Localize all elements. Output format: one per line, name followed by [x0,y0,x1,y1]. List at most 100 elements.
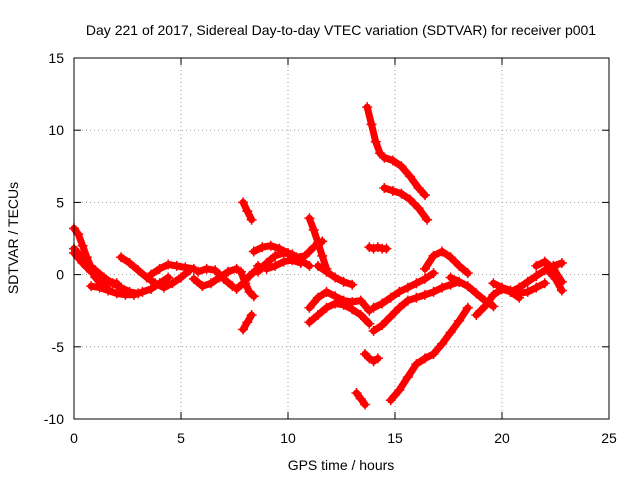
data-point [355,310,366,321]
data-point [330,298,341,309]
data-point [167,278,178,289]
data-point [372,242,383,253]
y-tick-label: 10 [48,122,64,138]
data-point [505,286,516,297]
data-point [242,317,253,328]
data-point [556,285,567,296]
x-tick-label: 20 [494,430,510,446]
data-point [304,317,315,328]
data-point [124,258,135,269]
data-point [360,399,371,410]
data-point [231,284,242,295]
data-point [413,182,424,193]
data-point [402,372,413,383]
data-point [338,299,349,310]
data-point [362,102,373,113]
data-point [387,155,398,166]
data-point [428,268,439,279]
series-track-27 [370,278,463,335]
data-point [201,263,212,274]
data-point [385,395,396,406]
data-point [137,286,148,297]
data-point [445,252,456,263]
data-point [238,278,249,289]
data-point [103,276,114,287]
data-point [154,263,165,274]
data-point [244,286,255,297]
series-track-26 [387,304,472,404]
data-point [394,385,405,396]
data-point [419,289,430,300]
x-tick-label: 5 [177,430,185,446]
data-point [445,272,456,283]
y-tick-label: 0 [56,267,64,283]
data-point [111,288,122,299]
data-point [355,295,366,306]
data-point [428,349,439,360]
data-point [270,250,281,261]
data-point [454,315,465,326]
data-point [402,282,413,293]
data-point [368,243,379,254]
data-point [385,292,396,303]
data-point [261,263,272,274]
data-point [235,266,246,277]
data-point [539,256,550,267]
data-point [278,256,289,267]
series-track-12 [233,266,260,293]
data-point [86,266,97,277]
grid [74,58,609,419]
data-point [368,325,379,336]
data-point [86,281,97,292]
data-point [197,281,208,292]
data-point [103,285,114,296]
y-axis-label: SDTVAR / TECUs [5,182,21,294]
data-point [368,302,379,313]
chart-title: Day 221 of 2017, Sidereal Day-to-day VTE… [86,22,596,38]
data-point [364,242,375,253]
data-point [133,265,144,276]
data-point [248,246,259,257]
data-point [556,258,567,269]
axis-ticks: 0 5 10 15 20 25 -10 -5 0 5 10 15 [44,50,617,446]
data-point [312,237,323,248]
data-point [176,272,186,283]
data-point [462,302,473,313]
data-point [437,282,448,293]
x-axis-label: GPS time / hours [288,457,395,473]
y-tick-label: 5 [56,194,64,210]
data-point [366,119,377,130]
series-track-29 [421,248,472,277]
data-point [116,252,127,263]
data-point [372,353,383,364]
data-point [488,301,499,312]
data-point [394,302,405,313]
data-point [544,266,555,277]
data-point [73,229,84,240]
data-point [497,282,507,293]
data-point [238,197,249,208]
data-point [347,304,358,315]
data-point [355,393,366,404]
data-point [550,273,561,284]
data-point [454,260,465,271]
data-point [94,282,105,293]
data-point [146,284,157,295]
data-point [437,338,448,349]
data-point [387,185,398,196]
data-point [396,188,407,199]
data-point [312,292,323,303]
data-point [360,349,371,360]
data-point [330,272,341,283]
data-point [312,260,323,271]
data-point [422,214,433,225]
data-point [150,278,161,289]
data-point [347,279,358,290]
data-point [413,203,424,214]
data-point [180,262,191,273]
data-point [411,359,422,370]
data-point [471,310,482,321]
plot-frame [73,57,610,420]
series-track-24 [361,350,382,365]
